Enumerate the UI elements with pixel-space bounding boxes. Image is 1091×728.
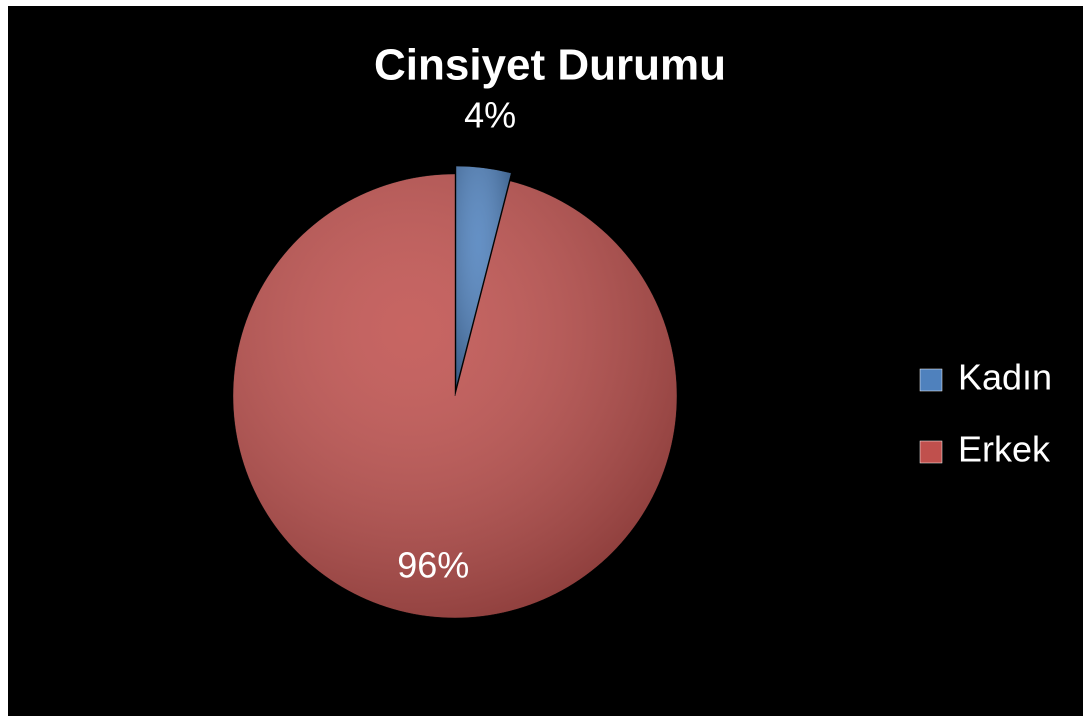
slice-shade <box>233 174 677 619</box>
legend-label: Kadın <box>958 357 1052 398</box>
slice-shade <box>456 166 512 389</box>
data-label: 4% <box>464 95 516 136</box>
legend-swatch <box>919 440 943 464</box>
legend-label: Erkek <box>958 429 1051 470</box>
legend-swatch <box>919 368 943 392</box>
data-label: 96% <box>397 544 469 585</box>
chart-title: Cinsiyet Durumu <box>374 41 726 90</box>
